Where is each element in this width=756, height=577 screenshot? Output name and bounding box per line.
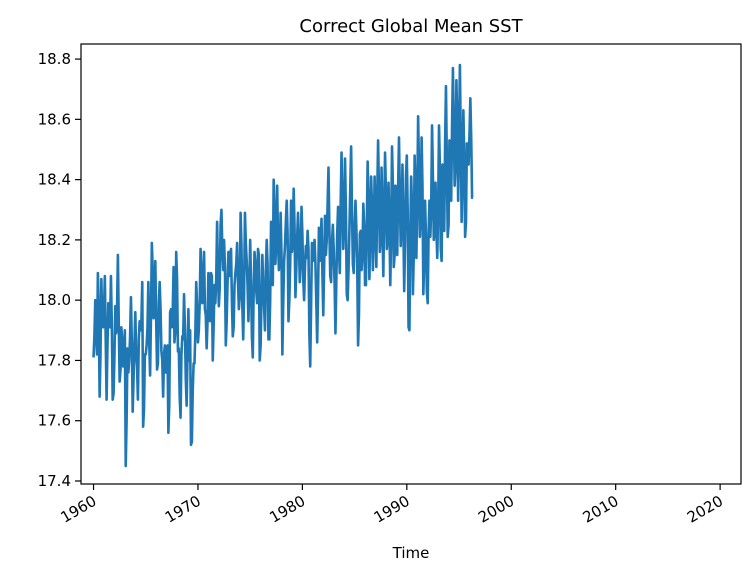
plot-frame [80,43,742,485]
y-axis: 17.4 17.6 17.8 18.0 18.2 18.4 18.6 18.8 [38,50,81,490]
y-tick-label: 18.8 [38,50,71,68]
y-tick-label: 18.0 [38,291,71,309]
y-tick-label: 17.8 [38,351,71,369]
y-tick-label: 17.4 [38,472,71,490]
y-tick-label: 18.4 [38,171,71,189]
plot-area [80,43,742,485]
chart-title: Correct Global Mean SST [299,16,523,37]
y-tick-label: 18.6 [38,110,71,128]
x-axis-label: Time [392,544,430,562]
y-tick-label: 18.2 [38,231,71,249]
series-line [92,63,474,468]
y-tick-label: 17.6 [38,412,71,430]
